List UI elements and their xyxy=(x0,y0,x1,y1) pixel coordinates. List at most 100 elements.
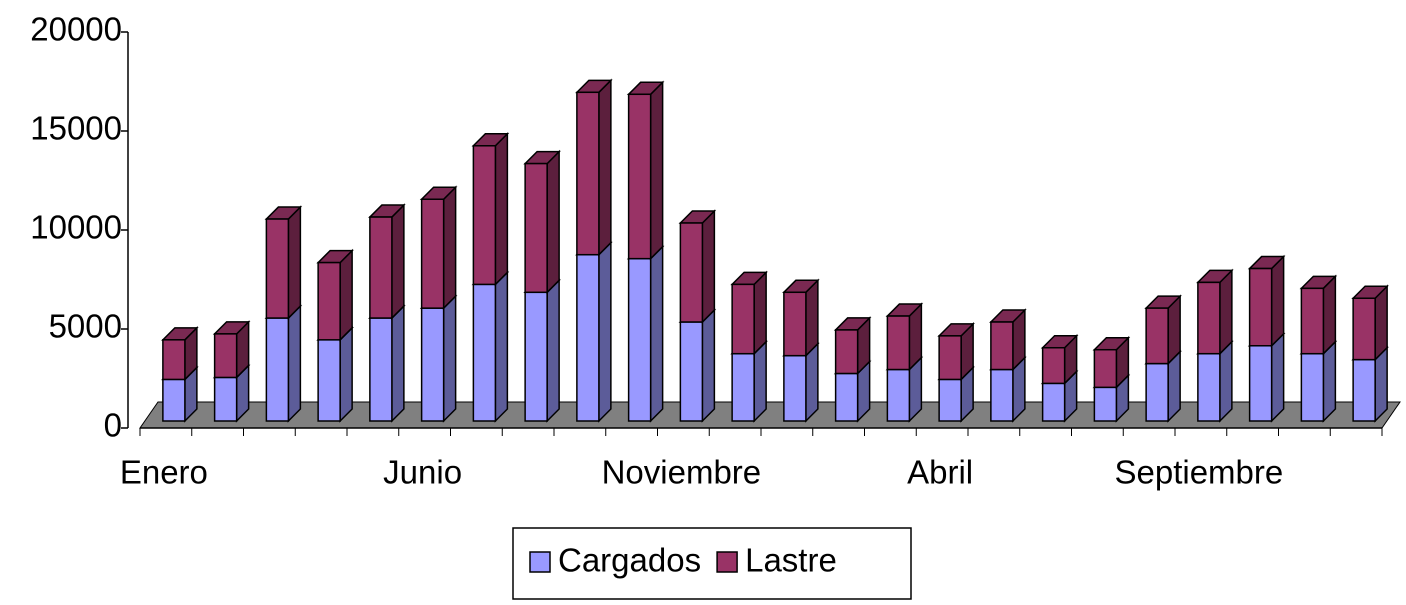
bar xyxy=(161,326,199,382)
legend-swatch xyxy=(716,551,738,573)
bar-front xyxy=(317,339,341,422)
bar xyxy=(1247,254,1286,348)
bar-front xyxy=(1197,352,1221,422)
bar-side xyxy=(494,131,509,287)
bar-front xyxy=(1248,267,1273,347)
bar-front xyxy=(213,333,238,379)
bar-side xyxy=(753,270,767,356)
bar-front xyxy=(472,145,497,286)
x-tick-label: Septiembre xyxy=(1114,454,1283,491)
bar-side xyxy=(287,205,302,320)
bar-side xyxy=(1322,274,1337,356)
bar-front xyxy=(886,368,911,422)
bar-front xyxy=(834,372,859,422)
bar-front xyxy=(1145,307,1169,365)
bar-front xyxy=(162,339,186,381)
bar-front xyxy=(1093,348,1118,389)
bar-side xyxy=(1270,254,1285,348)
bar-side xyxy=(546,278,560,423)
bar-front xyxy=(834,329,859,375)
bar xyxy=(1351,284,1389,362)
bar xyxy=(626,244,665,423)
bar-front xyxy=(1145,362,1169,422)
bar-side xyxy=(1270,331,1285,423)
bar xyxy=(782,278,820,358)
bar-front xyxy=(369,317,393,422)
bar xyxy=(316,248,354,342)
bar-front xyxy=(1300,352,1325,422)
legend-label: Lastre xyxy=(745,542,837,579)
bar-front xyxy=(1352,297,1376,361)
bar-front xyxy=(938,335,962,381)
bar xyxy=(523,278,561,423)
bar xyxy=(1299,274,1338,356)
bar-front xyxy=(1197,281,1221,355)
bar-side xyxy=(1219,339,1233,423)
bar xyxy=(471,131,510,287)
bar xyxy=(1092,335,1131,390)
bar-side xyxy=(339,248,353,342)
bar xyxy=(678,308,717,423)
bar-front xyxy=(679,321,704,422)
bar-side xyxy=(391,203,405,320)
bar-front xyxy=(472,283,497,422)
bar xyxy=(575,78,613,257)
bar-side xyxy=(442,185,457,310)
bar-front xyxy=(162,378,186,422)
bar xyxy=(833,316,872,376)
bar xyxy=(626,80,665,261)
y-tick-label: 0 xyxy=(104,407,122,444)
bar-front xyxy=(1248,345,1273,422)
x-tick-label: Junio xyxy=(383,454,462,491)
bar-side xyxy=(546,149,560,295)
bar-front xyxy=(265,317,290,422)
bar xyxy=(264,205,303,320)
bar xyxy=(1247,331,1286,423)
bar-front xyxy=(990,321,1014,371)
bar-side xyxy=(1322,339,1337,423)
bar-side xyxy=(701,308,716,423)
legend-box xyxy=(512,527,912,600)
bar-side xyxy=(391,304,405,423)
bar-front xyxy=(1352,358,1376,422)
bar xyxy=(471,270,510,423)
legend-label: Cargados xyxy=(558,542,701,579)
bar-side xyxy=(287,304,302,423)
bar-front xyxy=(679,222,704,323)
bar-front xyxy=(1300,287,1325,355)
bar xyxy=(212,320,251,380)
bar-front xyxy=(420,198,445,309)
x-tick-label: Enero xyxy=(120,454,208,491)
bar-side xyxy=(598,78,612,257)
bar-front xyxy=(731,283,755,355)
bar-front xyxy=(1041,346,1066,385)
bar xyxy=(1040,333,1079,386)
bar-front xyxy=(1093,386,1118,422)
bar-side xyxy=(805,278,819,358)
bar xyxy=(368,203,406,320)
bar xyxy=(989,308,1027,372)
y-tick-label: 15000 xyxy=(30,110,122,147)
bar xyxy=(575,240,613,423)
bar-front xyxy=(265,218,290,319)
bar-front xyxy=(420,307,445,422)
bar xyxy=(1196,268,1234,356)
y-tick-label: 10000 xyxy=(30,209,122,246)
bar xyxy=(264,304,303,423)
bar xyxy=(368,304,406,423)
bar-front xyxy=(938,378,962,422)
bar-front xyxy=(524,291,548,422)
bar-front xyxy=(369,216,393,319)
bar-side xyxy=(339,326,353,423)
bar xyxy=(419,294,458,423)
bar-side xyxy=(701,209,716,324)
bar-front xyxy=(627,93,652,260)
bar-front xyxy=(576,253,600,422)
bar xyxy=(937,322,975,382)
legend-swatch xyxy=(529,551,551,573)
bar xyxy=(730,270,768,356)
bar-side xyxy=(494,270,509,423)
bar-side xyxy=(649,80,664,261)
bar-side xyxy=(598,240,612,423)
